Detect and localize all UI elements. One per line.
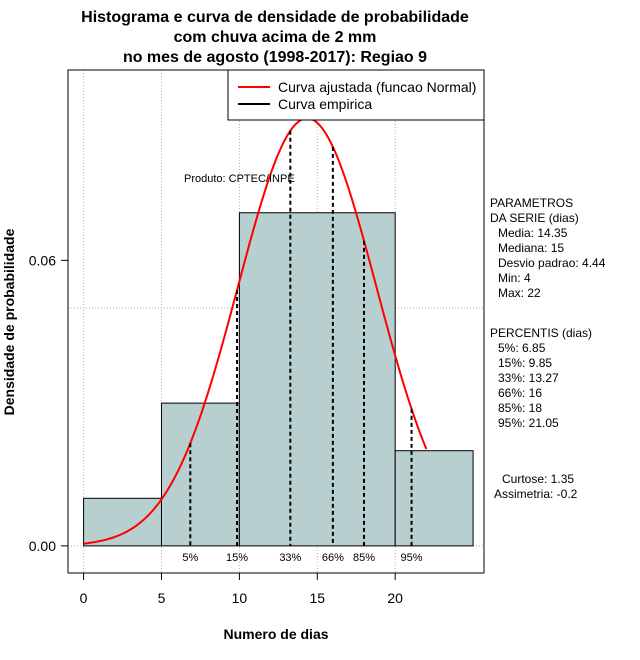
params-line: Min: 4: [498, 271, 531, 285]
percentis-line: 95%: 21.05: [498, 416, 559, 430]
percentile-label: 33%: [279, 552, 301, 564]
percentis-line: 85%: 18: [498, 401, 542, 415]
histogram-bar: [238, 212, 396, 547]
legend-label: Curva ajustada (funcao Normal): [278, 79, 476, 95]
percentis-line: 33%: 13.27: [498, 371, 559, 385]
percentis-line: 66%: 16: [498, 386, 542, 400]
histogram-bar: [394, 450, 474, 547]
x-tick-label: 0: [80, 590, 88, 606]
params-line: DA SERIE (dias): [490, 211, 579, 225]
chart-title: Histograma e curva de densidade de proba…: [81, 9, 469, 66]
percentis-line: 15%: 9.85: [498, 356, 552, 370]
chart-title-line: com chuva acima de 2 mm: [174, 29, 377, 46]
percentis-line: 5%: 6.85: [498, 341, 546, 355]
percentis-line: PERCENTIS (dias): [490, 326, 592, 340]
legend-label: Curva empirica: [278, 96, 372, 112]
percentile-label: 15%: [226, 552, 248, 564]
x-tick-label: 20: [387, 590, 403, 606]
normal-curve: [83, 117, 428, 545]
product-annotation: Produto: CPTEC/INPE: [184, 173, 295, 185]
percentile-label: 66%: [322, 552, 344, 564]
axes: 0 5 10 15 20 0.00 0.06 Numero de dias Densidade …: [1, 228, 403, 642]
histogram-bars: [83, 212, 474, 547]
params-line: Mediana: 15: [498, 241, 564, 255]
x-axis-label: Numero de dias: [223, 626, 328, 642]
stats-line: Assimetria: -0.2: [494, 487, 578, 501]
y-tick-label: 0.00: [29, 538, 56, 554]
percentile-label: 85%: [353, 552, 375, 564]
stats-line: Curtose: 1.35: [502, 472, 574, 486]
params-line: Max: 22: [498, 286, 541, 300]
x-tick-label: 5: [158, 590, 166, 606]
chart-title-line: no mes de agosto (1998-2017): Regiao 9: [123, 49, 427, 66]
chart-title-line: Histograma e curva de densidade de proba…: [81, 9, 469, 26]
percentile-lines: 5% 15% 33% 66% 85% 95%: [182, 130, 423, 564]
percentile-label: 95%: [401, 552, 423, 564]
histogram-bar: [160, 402, 240, 547]
normal-curve-line: [83, 117, 428, 545]
legend: Curva ajustada (funcao Normal)Curva empi…: [227, 69, 485, 121]
percentile-label: 5%: [182, 552, 198, 564]
y-tick-label: 0.06: [29, 252, 56, 268]
histogram-bar: [83, 497, 162, 547]
params-line: PARAMETROS: [490, 196, 573, 210]
params-line: Media: 14.35: [498, 226, 568, 240]
x-tick-label: 10: [232, 590, 248, 606]
params-line: Desvio padrao: 4.44: [498, 256, 606, 270]
legend-box: [227, 69, 485, 121]
x-tick-label: 15: [309, 590, 325, 606]
y-axis-label: Densidade de probabilidade: [1, 228, 17, 415]
